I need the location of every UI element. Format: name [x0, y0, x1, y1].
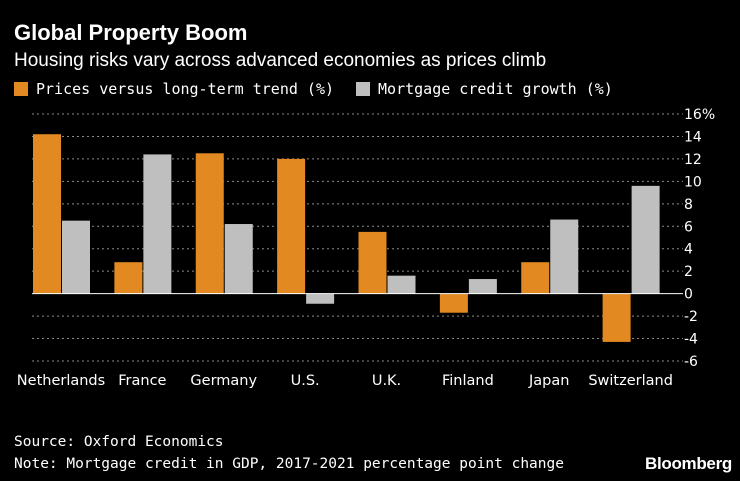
- bar-prices-germany: [195, 153, 224, 294]
- bar-mortgage-germany: [224, 224, 253, 294]
- x-tick-label: France: [118, 373, 166, 389]
- source-text: Source: Oxford Economics: [14, 434, 224, 450]
- x-tick-label: Germany: [190, 373, 257, 389]
- legend-item-prices: Prices versus long-term trend (%): [14, 80, 334, 98]
- x-tick-label: U.S.: [291, 373, 320, 389]
- y-tick-label: -2: [684, 309, 698, 325]
- bar-mortgage-finland: [468, 279, 497, 294]
- bar-prices-japan: [521, 262, 550, 294]
- legend-swatch-mortgage: [356, 82, 371, 96]
- legend-label-mortgage: Mortgage credit growth (%): [378, 80, 613, 98]
- y-tick-label: -4: [684, 332, 698, 348]
- bar-mortgage-us: [306, 293, 335, 304]
- legend-swatch-prices: [14, 82, 28, 96]
- y-tick-label: 10: [684, 174, 702, 190]
- bar-mortgage-france: [143, 154, 172, 294]
- bar-prices-france: [114, 262, 143, 294]
- x-tick-label: U.K.: [372, 373, 401, 389]
- y-tick-label: 4: [684, 242, 693, 258]
- bar-prices-finland: [439, 293, 468, 313]
- y-tick-label: 8: [684, 197, 693, 213]
- y-tick-label: -6: [684, 354, 698, 370]
- bar-prices-us: [277, 158, 306, 294]
- x-tick-label: Netherlands: [17, 373, 105, 389]
- x-tick-label: Japan: [528, 373, 569, 389]
- y-tick-label: 14: [684, 129, 702, 145]
- y-tick-label: 12: [684, 152, 702, 168]
- y-tick-label: 16%: [684, 107, 715, 123]
- note-text: Note: Mortgage credit in GDP, 2017-2021 …: [14, 456, 564, 472]
- bar-prices-netherlands: [33, 134, 61, 294]
- x-tick-label: Switzerland: [588, 373, 673, 389]
- x-tick-label: Finland: [442, 373, 494, 389]
- bloomberg-logo: Bloomberg: [644, 454, 732, 473]
- bar-mortgage-switzerland: [631, 185, 660, 294]
- bar-mortgage-japan: [550, 219, 579, 294]
- y-tick-label: 0: [684, 287, 693, 303]
- chart-subtitle: Housing risks vary across advanced econo…: [14, 50, 547, 71]
- bar-prices-uk: [358, 231, 387, 294]
- y-tick-label: 2: [684, 264, 693, 280]
- bar-mortgage-uk: [387, 275, 416, 294]
- bar-prices-switzerland: [602, 293, 631, 342]
- legend: Prices versus long-term trend (%) Mortga…: [14, 80, 635, 98]
- chart-title: Global Property Boom: [14, 20, 248, 45]
- legend-label-prices: Prices versus long-term trend (%): [36, 80, 335, 98]
- legend-item-mortgage: Mortgage credit growth (%): [356, 80, 613, 98]
- bar-mortgage-netherlands: [62, 220, 90, 294]
- y-tick-label: 6: [684, 219, 693, 235]
